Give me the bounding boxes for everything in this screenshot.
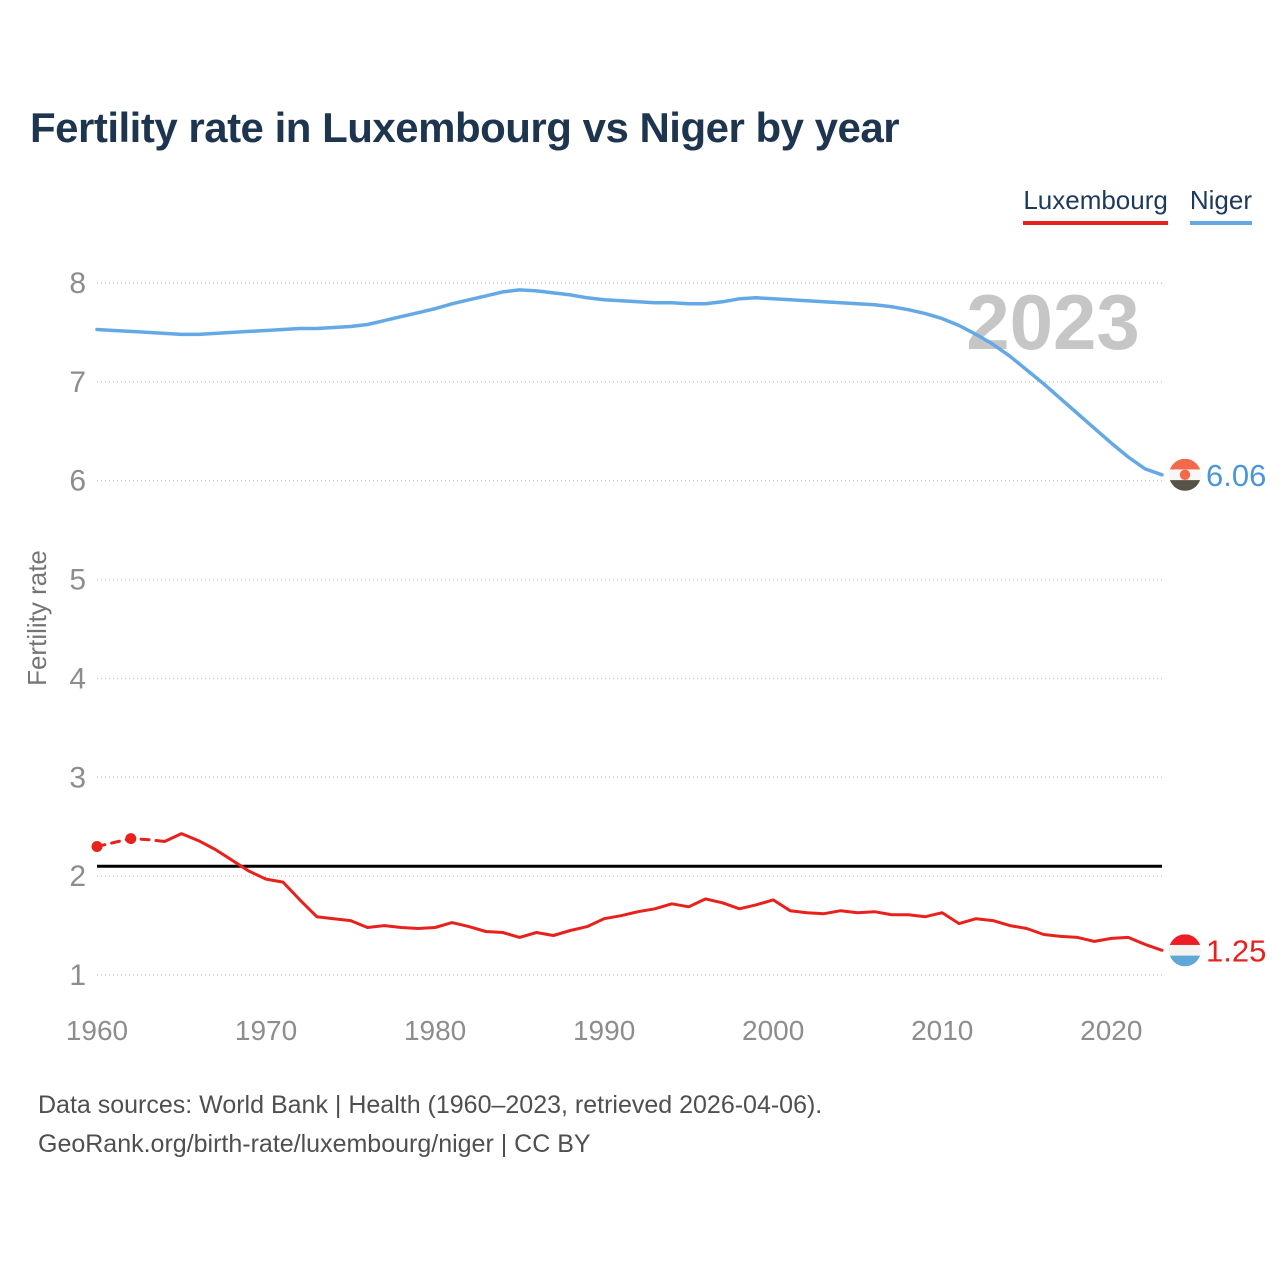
footer-attribution: GeoRank.org/birth-rate/luxembourg/niger … [38, 1130, 591, 1158]
luxembourg-marker [125, 833, 137, 845]
luxembourg-marker [91, 840, 103, 852]
x-tick-label: 1970 [235, 1015, 297, 1046]
x-tick-label: 1980 [404, 1015, 466, 1046]
y-axis-label: Fertility rate [22, 550, 52, 686]
x-tick-label: 1990 [573, 1015, 635, 1046]
y-tick-label: 8 [69, 267, 86, 300]
legend-item-niger[interactable]: Niger [1189, 185, 1252, 225]
footer-sources: Data sources: World Bank | Health (1960–… [38, 1091, 823, 1119]
luxembourg-line [163, 832, 1164, 952]
y-tick-label: 4 [69, 662, 86, 695]
luxembourg-end-value: 1.25 [1206, 933, 1266, 968]
y-tick-label: 7 [69, 366, 86, 399]
niger-line [95, 288, 1164, 477]
chart-legend: Luxembourg Niger [1023, 185, 1252, 225]
x-tick-label: 2000 [742, 1015, 804, 1046]
watermark-year: 2023 [966, 278, 1140, 366]
niger-end-value: 6.06 [1206, 458, 1266, 493]
legend-item-luxembourg[interactable]: Luxembourg [1023, 185, 1168, 225]
y-tick-label: 2 [69, 860, 86, 893]
page-title: Fertility rate in Luxembourg vs Niger by… [30, 104, 900, 151]
y-tick-label: 1 [69, 959, 86, 992]
x-tick-label: 2020 [1080, 1015, 1142, 1046]
x-tick-label: 2010 [911, 1015, 973, 1046]
niger-flag-icon [1169, 458, 1201, 491]
y-tick-label: 3 [69, 761, 86, 794]
chart-footer: Data sources: World Bank | Health (1960–… [38, 1086, 822, 1164]
y-tick-label: 6 [69, 465, 86, 498]
x-tick-label: 1960 [66, 1015, 128, 1046]
luxembourg-flag-icon [1169, 934, 1201, 967]
y-tick-label: 5 [69, 564, 86, 597]
